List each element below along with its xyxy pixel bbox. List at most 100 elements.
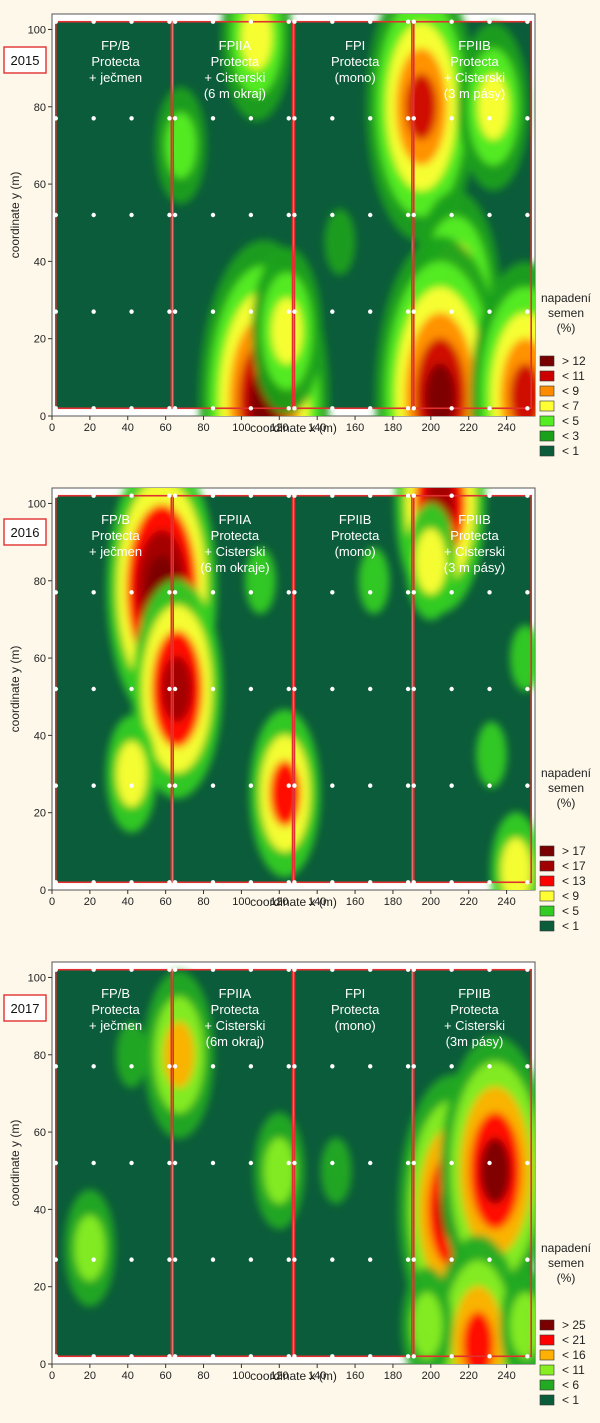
- sample-point: [330, 116, 335, 121]
- sample-point: [411, 1064, 416, 1069]
- sample-point: [248, 406, 254, 411]
- hotspot: [244, 547, 276, 614]
- sample-point: [129, 590, 134, 595]
- x-tick-label: 0: [49, 422, 55, 434]
- legend-label: < 3: [562, 429, 579, 443]
- legend-label: < 6: [562, 1378, 579, 1392]
- sample-point: [405, 967, 411, 972]
- legend-swatch: [539, 415, 555, 427]
- plot-label-line: (3 m pásy): [444, 560, 505, 575]
- x-tick-label: 100: [232, 896, 250, 908]
- sample-point: [525, 1160, 530, 1166]
- sample-point: [172, 116, 178, 121]
- hotspot: [320, 1137, 352, 1204]
- legend-swatch: [539, 1319, 555, 1331]
- sample-point: [411, 880, 416, 885]
- hotspot: [462, 1311, 494, 1364]
- x-tick-label: 20: [84, 896, 96, 908]
- hotspot: [415, 528, 447, 595]
- hotspot: [269, 760, 301, 827]
- sample-point: [292, 880, 297, 885]
- sample-point: [129, 212, 134, 218]
- contour-field: [55, 488, 535, 890]
- sample-point: [91, 1160, 96, 1166]
- sample-point: [286, 212, 291, 218]
- x-tick-label: 100: [232, 422, 250, 434]
- sample-point: [129, 309, 134, 314]
- legend-label: < 7: [562, 399, 579, 413]
- legend-title-line: napadení: [541, 1241, 592, 1255]
- sample-point: [525, 967, 530, 972]
- plot-label-line: FPIIB: [458, 986, 491, 1001]
- sample-point: [449, 590, 454, 595]
- legend-swatch: [539, 920, 555, 932]
- legend-swatch: [539, 385, 555, 397]
- sample-point: [129, 1354, 134, 1359]
- sample-point: [91, 783, 96, 788]
- hotspot: [424, 363, 456, 416]
- sample-point: [525, 309, 530, 314]
- sample-point: [210, 116, 216, 121]
- sample-point: [286, 1160, 291, 1166]
- x-axis-label: coordinate x (m): [250, 421, 337, 435]
- legend-title-line: (%): [557, 321, 576, 335]
- sample-point: [411, 406, 416, 411]
- year-tag-box: [3, 518, 47, 546]
- sample-point: [286, 880, 291, 885]
- sample-point: [53, 309, 58, 314]
- legend-title-line: (%): [557, 796, 576, 810]
- sample-point: [330, 212, 335, 218]
- sample-point: [292, 406, 297, 411]
- sample-point: [53, 493, 58, 498]
- sample-point: [167, 967, 172, 972]
- sample-point: [91, 493, 96, 498]
- sample-point: [449, 116, 454, 121]
- sample-point: [53, 783, 58, 788]
- sample-point: [525, 686, 530, 692]
- sample-point: [405, 1257, 411, 1262]
- plot-label-line: Protecta: [211, 1002, 260, 1017]
- sample-point: [368, 967, 373, 972]
- year-tag: 2017: [11, 1001, 40, 1016]
- x-tick-label: 160: [346, 422, 364, 434]
- sample-point: [525, 880, 530, 885]
- y-tick-label: 20: [34, 808, 46, 820]
- sample-point: [129, 19, 134, 24]
- sample-point: [248, 309, 254, 314]
- legend-title-line: napadení: [541, 766, 592, 780]
- plot-label-line: (6m okraj): [206, 1034, 265, 1049]
- plot-label-line: Protecta: [91, 1002, 140, 1017]
- sample-point: [525, 1064, 530, 1069]
- legend-swatch: [539, 400, 555, 412]
- sample-point: [368, 406, 373, 411]
- y-tick-label: 0: [40, 885, 46, 897]
- year-tag-box: [3, 994, 47, 1022]
- sample-point: [292, 19, 297, 24]
- legend-swatch: [539, 430, 555, 442]
- sample-point: [292, 116, 297, 121]
- sample-point: [525, 493, 530, 498]
- x-tick-label: 140: [308, 896, 326, 908]
- sample-point: [286, 1354, 291, 1359]
- sample-point: [91, 212, 96, 218]
- sample-point: [292, 309, 297, 314]
- sample-point: [292, 493, 297, 498]
- sample-point: [330, 590, 335, 595]
- sample-point: [330, 1064, 335, 1069]
- hotspot: [241, 14, 272, 71]
- sample-point: [405, 19, 411, 24]
- sample-point: [129, 967, 134, 972]
- sample-point: [449, 212, 454, 218]
- sample-point: [487, 309, 492, 314]
- hotspot: [405, 73, 437, 140]
- sample-point: [210, 212, 216, 218]
- x-tick-label: 200: [422, 1370, 440, 1382]
- sample-point: [53, 19, 58, 24]
- sample-point: [330, 493, 335, 498]
- plot-label-line: FPIIA: [219, 38, 252, 53]
- hotspot: [477, 73, 509, 140]
- sample-point: [330, 19, 335, 24]
- legend-label: < 17: [562, 859, 586, 873]
- sample-point: [525, 1257, 530, 1262]
- sample-point: [53, 686, 58, 692]
